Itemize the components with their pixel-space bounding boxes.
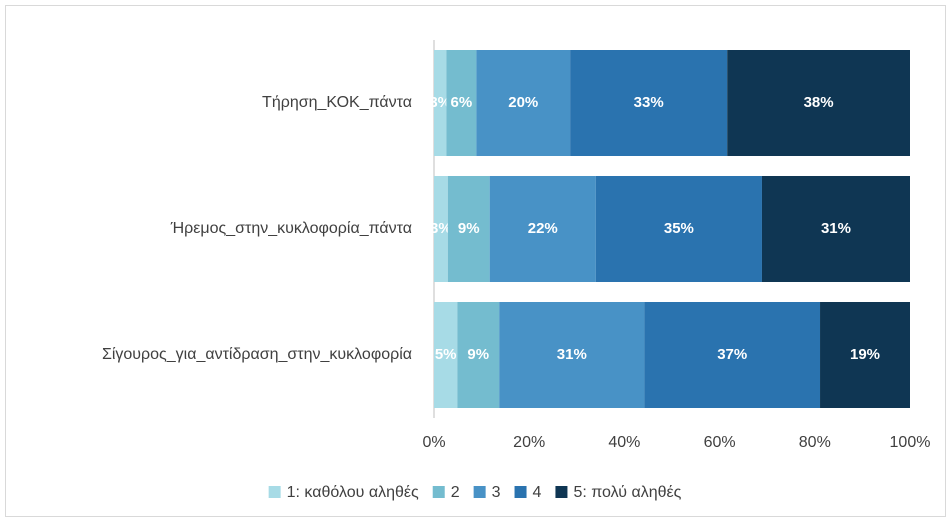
- category-label: Σίγουρος_για_αντίδραση_στην_κυκλοφορία: [102, 346, 412, 363]
- legend-swatch: [432, 486, 445, 498]
- bar-segment: [499, 302, 645, 408]
- x-tick-label: 60%: [704, 434, 736, 451]
- legend-label: 1: καθόλου αληθές: [287, 484, 419, 501]
- bar-segment: [570, 50, 728, 156]
- data-label: 37%: [717, 346, 747, 363]
- data-label: 9%: [467, 346, 489, 363]
- data-label: 38%: [804, 94, 834, 111]
- bar-segment: [446, 50, 477, 156]
- legend-swatch: [514, 486, 527, 498]
- legend-label: 2: [451, 484, 460, 501]
- data-label: 20%: [508, 94, 538, 111]
- bar-segment: [595, 176, 762, 282]
- data-label: 35%: [664, 220, 694, 237]
- bar-segment: [644, 302, 821, 408]
- legend-label: 3: [492, 484, 501, 501]
- data-label: 3%: [430, 220, 452, 237]
- bar-segment: [489, 176, 596, 282]
- data-label: 31%: [557, 346, 587, 363]
- x-tick-label: 0%: [422, 434, 445, 451]
- bar-segment: [476, 50, 571, 156]
- bar-segment: [457, 302, 500, 408]
- bar-segment: [434, 50, 447, 156]
- category-label: Τήρηση_ΚΟΚ_πάντα: [262, 94, 412, 111]
- legend-label: 5: πολύ αληθές: [573, 484, 681, 501]
- data-label: 9%: [458, 220, 480, 237]
- data-label: 6%: [451, 94, 473, 111]
- bar-segment: [447, 176, 490, 282]
- data-label: 5%: [435, 346, 457, 363]
- data-label: 19%: [850, 346, 880, 363]
- x-tick-label: 80%: [799, 434, 831, 451]
- legend-swatch: [473, 486, 486, 498]
- data-label: 31%: [821, 220, 851, 237]
- legend-swatch: [268, 486, 281, 498]
- x-tick-label: 20%: [513, 434, 545, 451]
- data-label: 22%: [528, 220, 558, 237]
- data-label: 33%: [634, 94, 664, 111]
- x-tick-label: 100%: [890, 434, 931, 451]
- legend-swatch: [555, 486, 568, 498]
- data-label: 3%: [429, 94, 451, 111]
- bar-segment: [434, 176, 448, 282]
- bar-segment: [761, 176, 910, 282]
- bar-segment: [820, 302, 910, 408]
- x-tick-label: 40%: [608, 434, 640, 451]
- legend-label: 4: [533, 484, 542, 501]
- category-label: Ήρεμος_στην_κυκλοφορία_πάντα: [170, 220, 412, 237]
- bar-segment: [727, 50, 910, 156]
- bar-segment: [434, 302, 458, 408]
